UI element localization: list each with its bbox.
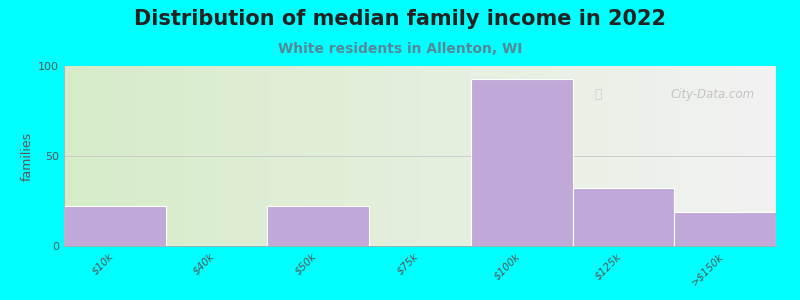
Text: City-Data.com: City-Data.com — [670, 88, 754, 100]
Text: 🌐: 🌐 — [594, 88, 602, 100]
Text: Distribution of median family income in 2022: Distribution of median family income in … — [134, 9, 666, 29]
Bar — [267, 206, 369, 246]
Bar — [573, 188, 674, 246]
Bar — [64, 206, 166, 246]
Text: White residents in Allenton, WI: White residents in Allenton, WI — [278, 42, 522, 56]
Bar — [471, 79, 573, 246]
Y-axis label: families: families — [21, 131, 34, 181]
Bar — [674, 212, 776, 246]
